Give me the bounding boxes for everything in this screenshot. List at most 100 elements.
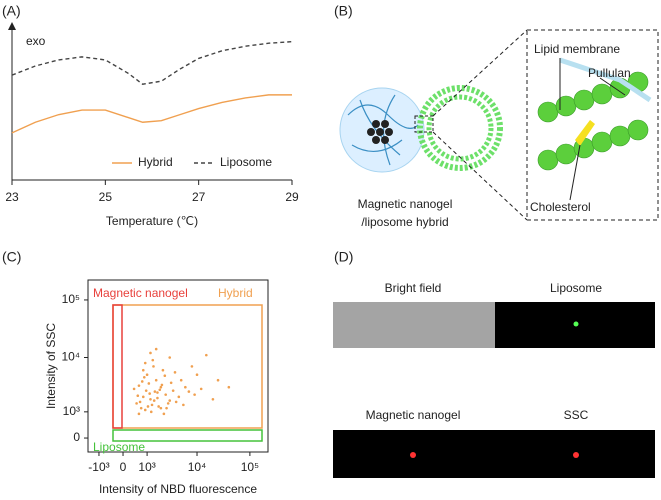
point <box>184 385 187 389</box>
point <box>179 378 183 382</box>
point <box>148 392 151 395</box>
point <box>143 408 147 412</box>
diagram-label: Pullulan <box>588 66 631 80</box>
point <box>140 380 144 383</box>
x-tick-label: 10⁴ <box>188 460 207 474</box>
panel-label: (C) <box>2 249 21 265</box>
gate-label: Liposome <box>93 440 145 454</box>
image-label: SSC <box>564 408 589 422</box>
liposome-outer <box>417 85 503 171</box>
point <box>166 402 170 405</box>
x-tick-label: 27 <box>192 190 206 204</box>
point <box>205 353 208 357</box>
point <box>227 385 231 389</box>
nanoparticles <box>367 120 393 144</box>
pullulan <box>559 57 652 103</box>
x-axis-label: Temperature (℃) <box>106 214 198 228</box>
point <box>165 406 168 410</box>
legend-label: Liposome <box>220 155 272 169</box>
point <box>151 358 155 362</box>
diagram-label: Cholesterol <box>530 200 591 214</box>
axis-arrow <box>8 22 16 30</box>
point <box>136 394 140 398</box>
point <box>141 368 145 372</box>
zoom-line <box>432 29 528 117</box>
point <box>137 412 141 416</box>
x-tick-label: 0 <box>120 460 127 474</box>
point <box>152 365 155 368</box>
point <box>187 390 191 393</box>
bright-field-image <box>333 302 495 348</box>
pullulan-chains <box>347 94 419 166</box>
x-tick-label: 25 <box>99 190 113 204</box>
point <box>149 410 153 414</box>
x-tick-label: 10³ <box>138 460 155 474</box>
point <box>216 378 220 382</box>
point <box>168 356 172 359</box>
point <box>154 347 158 351</box>
leader <box>599 77 626 96</box>
cholesterol <box>575 120 595 146</box>
x-axis-label: Intensity of NBD fluorescence <box>99 482 257 496</box>
point <box>154 378 158 382</box>
point <box>177 395 181 399</box>
particle <box>573 321 579 327</box>
gate <box>112 429 263 442</box>
point <box>153 390 157 393</box>
image-label: Liposome <box>550 281 602 295</box>
point <box>142 376 146 379</box>
point <box>173 371 177 374</box>
y-tick-label: 0 <box>73 430 80 444</box>
zoom-box <box>414 115 434 133</box>
point <box>141 395 145 399</box>
particle <box>410 452 416 458</box>
x-tick-label: 29 <box>285 190 299 204</box>
point <box>144 389 148 392</box>
gate <box>112 304 263 429</box>
point <box>147 382 151 385</box>
point <box>190 365 194 368</box>
gate <box>112 304 123 429</box>
point <box>159 385 163 389</box>
point <box>157 405 160 408</box>
y-axis-label: exo <box>26 34 46 48</box>
image-label: Magnetic nanogel <box>366 408 461 422</box>
point <box>193 393 196 396</box>
panel-label: (A) <box>2 3 21 19</box>
gate-label: Magnetic nanogel <box>93 286 188 300</box>
caption: /liposome hybrid <box>361 215 448 229</box>
series-line <box>11 94 292 134</box>
point <box>135 402 138 405</box>
point <box>168 399 172 402</box>
panel-label: (B) <box>334 3 353 19</box>
panel-label: (D) <box>334 249 353 265</box>
point <box>132 387 136 391</box>
point <box>163 374 167 378</box>
hybrid-illustration <box>339 29 659 221</box>
y-tick-label: 10⁵ <box>62 292 80 306</box>
gate-label: Hybrid <box>218 286 253 300</box>
point <box>199 387 203 391</box>
fluorescence-image <box>333 430 655 478</box>
point <box>149 351 152 355</box>
x-tick-label: 23 <box>5 190 19 204</box>
point <box>174 400 178 404</box>
x-tick-label: 10⁵ <box>241 460 259 474</box>
point <box>156 391 159 394</box>
point <box>138 400 142 404</box>
point <box>159 406 163 410</box>
point <box>161 368 165 372</box>
series-line <box>11 40 293 85</box>
point <box>146 405 150 408</box>
point <box>171 389 175 392</box>
point <box>156 396 159 400</box>
diagram-label: Lipid membrane <box>534 42 620 56</box>
point <box>211 397 215 401</box>
point <box>152 399 156 402</box>
legend-label: Hybrid <box>138 155 173 169</box>
leader <box>569 144 581 201</box>
zoom-line <box>432 131 528 221</box>
y-tick-label: 10³ <box>63 404 80 418</box>
image-label: Bright field <box>385 281 442 295</box>
